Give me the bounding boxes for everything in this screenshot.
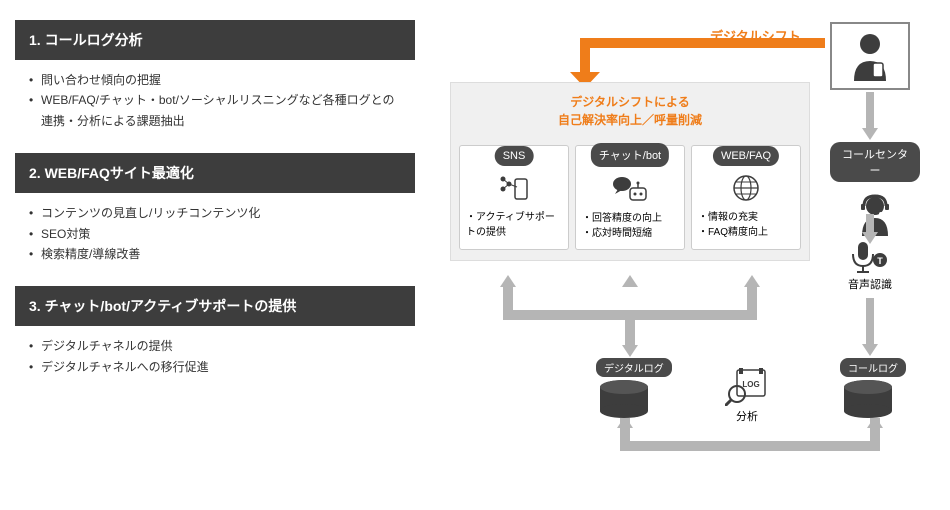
section-1-body: 問い合わせ傾向の把握 WEB/FAQ/チャット・bot/ソーシャルリスニングなど… bbox=[15, 60, 415, 141]
log-analysis-icon: LOG bbox=[725, 368, 769, 406]
analysis: LOG 分析 bbox=[725, 368, 769, 424]
list-item: 問い合わせ傾向の把握 bbox=[29, 70, 401, 90]
arrow-user-callcenter-icon bbox=[862, 92, 878, 140]
list-item: アクティブサポートの提供 bbox=[466, 210, 562, 240]
section-1-title: 1. コールログ分析 bbox=[15, 20, 415, 60]
list-item: SEO対策 bbox=[29, 224, 401, 244]
list-item: 検索精度/導線改善 bbox=[29, 244, 401, 264]
call-log-tab: コールログ bbox=[840, 358, 906, 377]
callcenter-tab: コールセンター bbox=[830, 142, 920, 182]
section-3-body: デジタルチャネルの提供 デジタルチャネルへの移行促進 bbox=[15, 326, 415, 387]
digital-title-line1: デジタルシフトによる bbox=[570, 95, 689, 109]
channel-chatbot-tab: チャット/bot bbox=[591, 143, 669, 167]
arrow-logs-analysis-icon bbox=[600, 418, 900, 468]
chatbot-icon bbox=[576, 171, 684, 207]
left-panel: 1. コールログ分析 問い合わせ傾向の把握 WEB/FAQ/チャット・bot/ソ… bbox=[15, 20, 415, 490]
digital-log-tab: デジタルログ bbox=[596, 358, 672, 377]
web-icon bbox=[692, 170, 800, 206]
channel-chatbot: チャット/bot 回答精度の向上 応対時間短縮 bbox=[575, 145, 685, 250]
channel-webfaq: WEB/FAQ 情報の充実 FAQ精度向上 bbox=[691, 145, 801, 250]
channel-webfaq-tab: WEB/FAQ bbox=[713, 146, 779, 166]
section-1: 1. コールログ分析 問い合わせ傾向の把握 WEB/FAQ/チャット・bot/ソ… bbox=[15, 20, 415, 141]
digital-shift-arrow-icon bbox=[505, 38, 830, 88]
digital-log: デジタルログ bbox=[596, 358, 672, 419]
voice-label: 音声認識 bbox=[848, 276, 892, 292]
list-item: コンテンツの見直し/リッチコンテンツ化 bbox=[29, 203, 401, 223]
digital-box: デジタルシフトによる 自己解決率向上／呼量削減 SNS アクティブサポートの提供… bbox=[450, 82, 810, 261]
user-box bbox=[830, 22, 910, 90]
channel-sns-tab: SNS bbox=[495, 146, 534, 166]
arrow-voice-calllog-icon bbox=[862, 298, 878, 356]
section-2-title: 2. WEB/FAQサイト最適化 bbox=[15, 153, 415, 193]
list-item: デジタルチャネルへの移行促進 bbox=[29, 357, 401, 377]
section-3-title: 3. チャット/bot/アクティブサポートの提供 bbox=[15, 286, 415, 326]
voice-recognition: T 音声認識 bbox=[848, 240, 892, 292]
svg-text:LOG: LOG bbox=[742, 380, 759, 389]
channels: SNS アクティブサポートの提供 チャット/bot 回答精度の向上 bbox=[451, 145, 809, 260]
list-item: FAQ精度向上 bbox=[698, 225, 794, 240]
section-3: 3. チャット/bot/アクティブサポートの提供 デジタルチャネルの提供 デジタ… bbox=[15, 286, 415, 387]
cylinder-icon bbox=[596, 379, 652, 419]
arrow-channels-digitallog-icon bbox=[460, 275, 800, 370]
call-log: コールログ bbox=[840, 358, 906, 419]
digital-box-title: デジタルシフトによる 自己解決率向上／呼量削減 bbox=[451, 83, 809, 133]
channel-sns: SNS アクティブサポートの提供 bbox=[459, 145, 569, 250]
digital-title-line2: 自己解決率向上／呼量削減 bbox=[558, 113, 702, 127]
channel-chatbot-items: 回答精度の向上 応対時間短縮 bbox=[576, 207, 684, 249]
channel-sns-items: アクティブサポートの提供 bbox=[460, 206, 568, 248]
arrow-callcenter-calllog-icon bbox=[862, 214, 878, 244]
list-item: 情報の充実 bbox=[698, 210, 794, 225]
svg-text:T: T bbox=[877, 256, 883, 266]
list-item: WEB/FAQ/チャット・bot/ソーシャルリスニングなど各種ログとの連携・分析… bbox=[29, 90, 401, 131]
list-item: デジタルチャネルの提供 bbox=[29, 336, 401, 356]
list-item: 応対時間短縮 bbox=[582, 226, 678, 241]
list-item: 回答精度の向上 bbox=[582, 211, 678, 226]
mic-icon: T bbox=[848, 240, 888, 274]
section-2-body: コンテンツの見直し/リッチコンテンツ化 SEO対策 検索精度/導線改善 bbox=[15, 193, 415, 274]
channel-webfaq-items: 情報の充実 FAQ精度向上 bbox=[692, 206, 800, 248]
user-icon bbox=[849, 31, 891, 81]
sns-icon bbox=[460, 170, 568, 206]
cylinder-icon bbox=[840, 379, 896, 419]
diagram: デジタルシフト デジタルシフトによる 自己解決率向上／呼量削減 SNS bbox=[430, 20, 935, 490]
section-2: 2. WEB/FAQサイト最適化 コンテンツの見直し/リッチコンテンツ化 SEO… bbox=[15, 153, 415, 274]
